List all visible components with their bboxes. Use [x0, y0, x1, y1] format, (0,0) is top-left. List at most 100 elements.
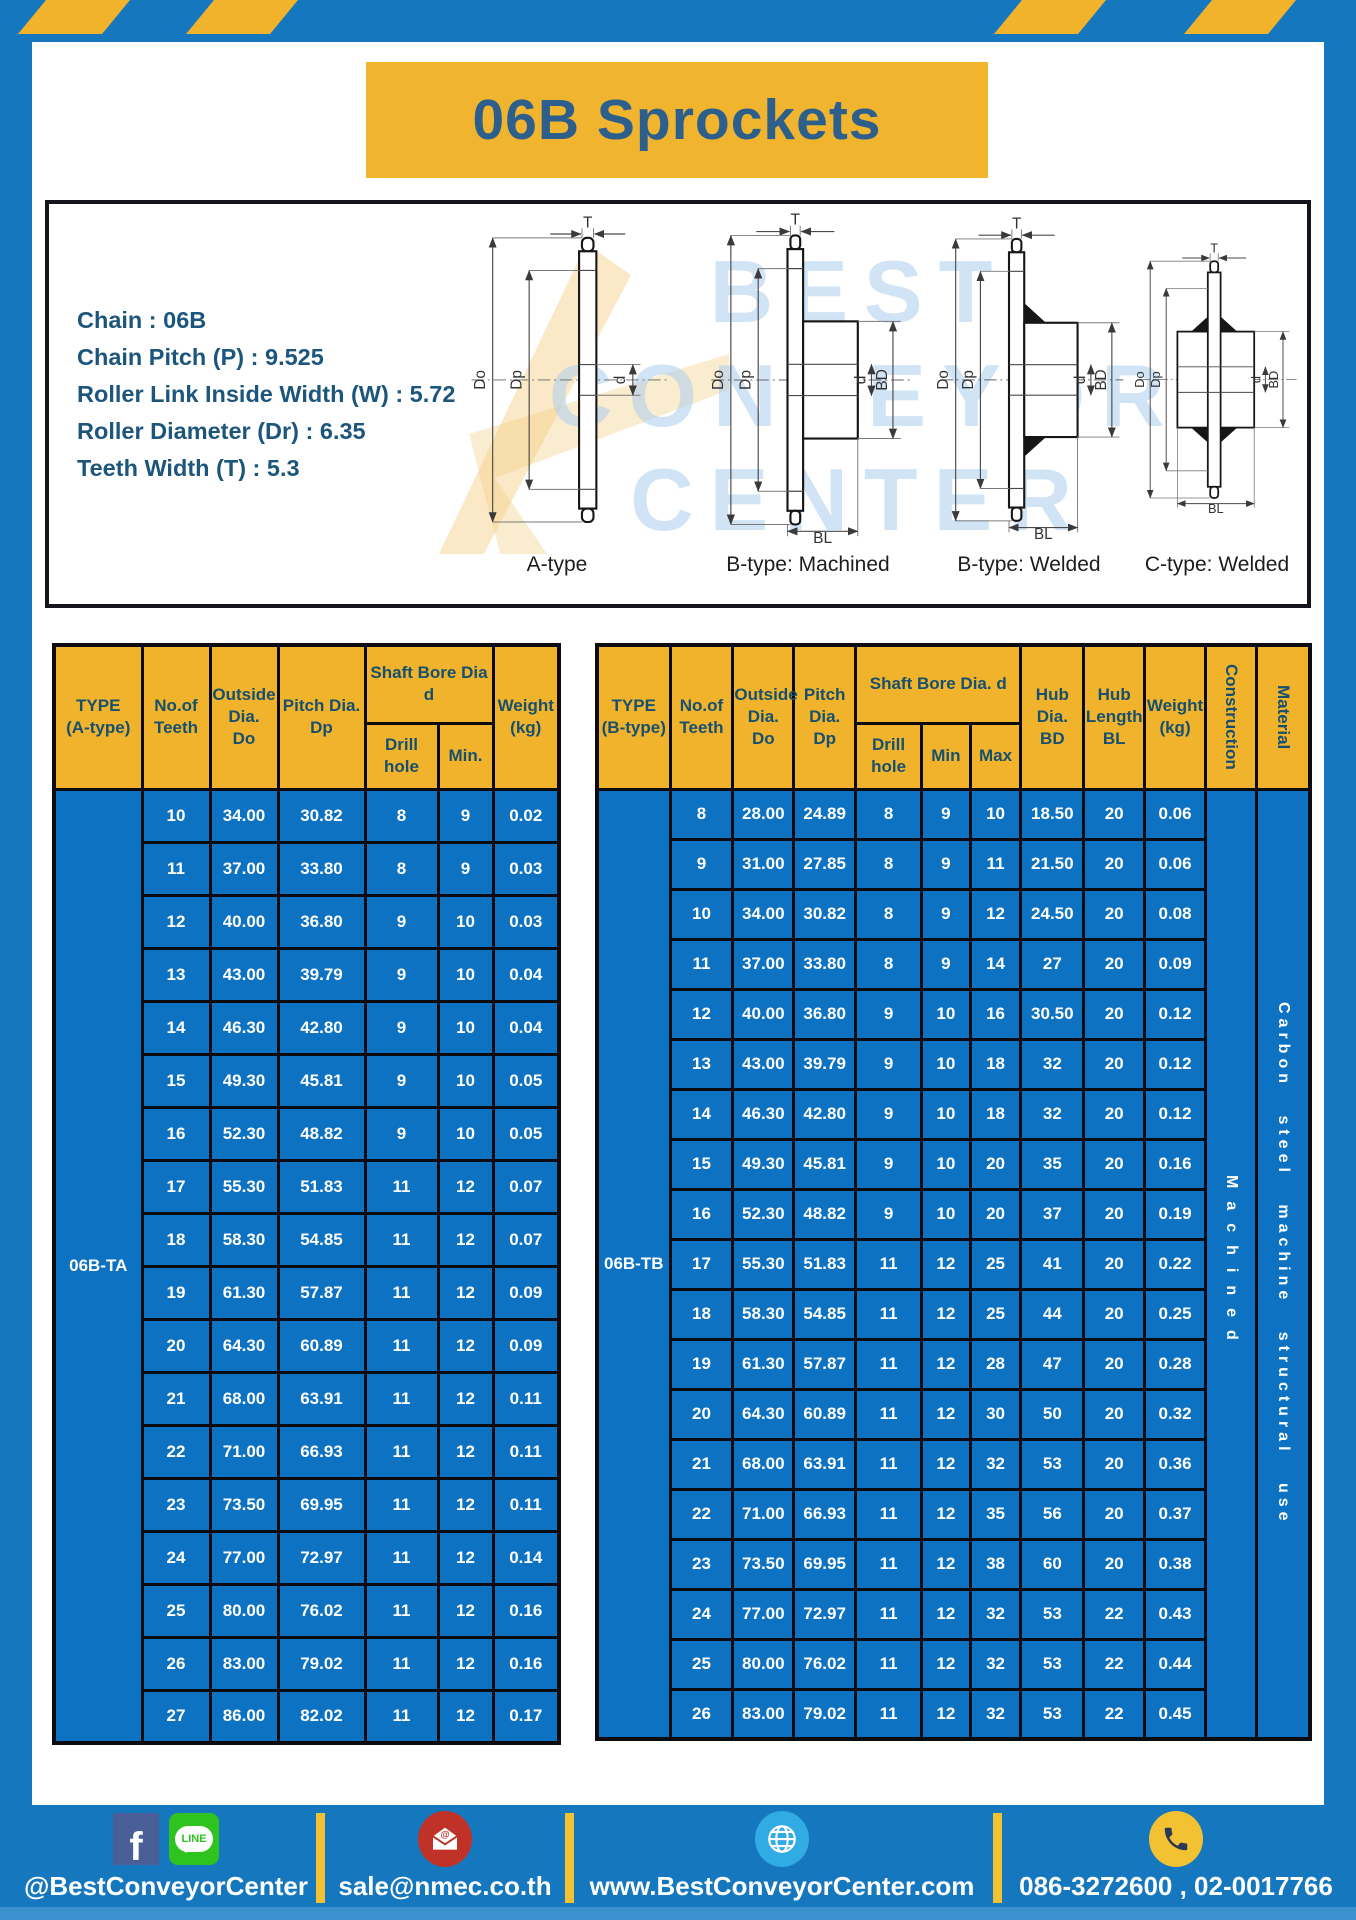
col-header-shaft-bore: Shaft Bore Dia. d	[854, 643, 1023, 725]
table-row: 20 64.30 60.89 11 12 30 50 20 0.32	[597, 1387, 1310, 1441]
table-cell: 9	[854, 1137, 924, 1191]
table-cell: 35	[1019, 1137, 1086, 1191]
table-cell: 60	[1019, 1537, 1086, 1591]
social-handle: @BestConveyorCenter	[24, 1871, 308, 1901]
table-cell: 0.09	[491, 1317, 561, 1374]
table-cell: 63.91	[276, 1370, 367, 1427]
table-cell: 12	[920, 1387, 972, 1441]
email-icon: @	[418, 1811, 472, 1867]
table-cell: 55.30	[208, 1158, 280, 1215]
table-cell: 20	[1082, 1437, 1147, 1491]
table-cell: 15	[140, 1052, 212, 1109]
col-header-weight: Weight (kg)	[1143, 643, 1207, 791]
website-url: www.BestConveyorCenter.com	[589, 1871, 975, 1901]
table-cell: 0.19	[1143, 1187, 1207, 1241]
diagram-b-welded: T Do Dp d BD	[929, 212, 1129, 577]
diagram-a-type: T Do Dp d A-type	[437, 212, 677, 577]
table-cell: 20	[968, 1137, 1023, 1191]
table-cell: 9	[854, 1037, 924, 1091]
table-cell: 12	[920, 1687, 972, 1741]
table-cell: 11	[363, 1317, 440, 1374]
svg-text:T: T	[583, 214, 593, 231]
table-row: 19 61.30 57.87 11 12 28 47 20 0.28	[597, 1337, 1310, 1391]
table-cell: 20	[1082, 1287, 1147, 1341]
table-cell: 48.82	[276, 1105, 367, 1162]
table-cell: 8	[668, 787, 735, 841]
table-row: 24 77.00 72.97 11 12 0.14	[54, 1529, 561, 1586]
table-cell: 38	[968, 1537, 1023, 1591]
col-header-type: TYPE (B-type)	[595, 643, 672, 791]
col-header-shaft-bore: Shaft Bore Dia d	[363, 643, 495, 725]
footer-social-group: f LINE @BestConveyorCenter	[20, 1811, 312, 1902]
phone-icon	[1149, 1811, 1203, 1867]
table-cell: 12	[436, 1688, 495, 1745]
table-cell: 16	[968, 987, 1023, 1041]
table-row: 12 40.00 36.80 9 10 0.03	[54, 893, 561, 950]
table-cell: 11	[968, 837, 1023, 891]
table-cell: 51.83	[276, 1158, 367, 1215]
table-cell: 12	[920, 1287, 972, 1341]
col-header-teeth: No.of Teeth	[140, 643, 212, 791]
table-row: 18 58.30 54.85 11 12 0.07	[54, 1211, 561, 1268]
table-cell: 0.11	[491, 1423, 561, 1480]
diagram-label: B-type: Machined	[726, 553, 890, 576]
svg-text:d: d	[853, 376, 870, 385]
table-cell: 11	[854, 1687, 924, 1741]
table-cell: 11	[363, 1529, 440, 1586]
col-header-outside-dia: Outside Dia. Do	[208, 643, 280, 791]
table-cell: 34.00	[731, 887, 796, 941]
table-row: 16 52.30 48.82 9 10 0.05	[54, 1105, 561, 1162]
col-header-type: TYPE (A-type)	[52, 643, 144, 791]
table-cell: 45.81	[276, 1052, 367, 1109]
svg-text:Do: Do	[935, 370, 952, 389]
table-cell: 22	[668, 1487, 735, 1541]
table-cell: 10	[920, 1087, 972, 1141]
table-cell: 18	[668, 1287, 735, 1341]
table-row: 23 73.50 69.95 11 12 0.11	[54, 1476, 561, 1533]
table-cell: 20	[1082, 1187, 1147, 1241]
col-header-pitch-dia: Pitch Dia. Dp	[792, 643, 858, 791]
table-row: 24 77.00 72.97 11 12 32 53 22 0.43	[597, 1587, 1310, 1641]
table-cell: 46.30	[208, 999, 280, 1056]
table-cell: 21.50	[1019, 837, 1086, 891]
table-cell: 11	[140, 840, 212, 897]
table-cell: 0.14	[491, 1529, 561, 1586]
table-cell: 11	[854, 1587, 924, 1641]
table-cell: 11	[363, 1582, 440, 1639]
table-cell: 47	[1019, 1337, 1086, 1391]
table-cell: 10	[436, 946, 495, 1003]
table-cell: 9	[363, 1052, 440, 1109]
table-row: 13 43.00 39.79 9 10 0.04	[54, 946, 561, 1003]
svg-text:Dp: Dp	[737, 370, 754, 390]
table-row: 25 80.00 76.02 11 12 0.16	[54, 1582, 561, 1639]
table-cell: 12	[436, 1158, 495, 1215]
table-cell: 11	[363, 1211, 440, 1268]
top-stripe	[18, 0, 130, 34]
footer-website-group: www.BestConveyorCenter.com	[582, 1811, 982, 1902]
table-cell: 43.00	[731, 1037, 796, 1091]
table-cell: 9	[363, 1105, 440, 1162]
table-cell: 12	[920, 1437, 972, 1491]
table-row: 25 80.00 76.02 11 12 32 53 22 0.44	[597, 1637, 1310, 1691]
table-cell: 0.45	[1143, 1687, 1207, 1741]
table-cell: 32	[1019, 1087, 1086, 1141]
table-row: 06B-TB 8 28.00 24.89 8 9 10 18.50 20 0.06 Machined…	[595, 787, 1312, 1741]
svg-text:Dp: Dp	[508, 370, 525, 390]
table-cell: 9	[363, 893, 440, 950]
table-cell: 82.02	[276, 1688, 367, 1745]
table-cell: 0.43	[1143, 1587, 1207, 1641]
table-cell: 20	[1082, 887, 1147, 941]
table-cell: 77.00	[731, 1587, 796, 1641]
table-row: 22 71.00 66.93 11 12 35 56 20 0.37	[597, 1487, 1310, 1541]
footer-email-group: @ sale@nmec.co.th	[332, 1811, 558, 1902]
spec-line: Roller Link Inside Width (W) : 5.72	[77, 381, 456, 407]
table-cell: 0.16	[491, 1635, 561, 1692]
table-cell: 12	[436, 1317, 495, 1374]
table-cell: 0.16	[1143, 1137, 1207, 1191]
svg-text:d: d	[612, 376, 629, 385]
table-cell: 12	[436, 1476, 495, 1533]
table-cell: 0.12	[1143, 1087, 1207, 1141]
table-cell: 54.85	[276, 1211, 367, 1268]
table-cell: 20	[1082, 1387, 1147, 1441]
diagram-label: C-type: Welded	[1144, 553, 1290, 576]
